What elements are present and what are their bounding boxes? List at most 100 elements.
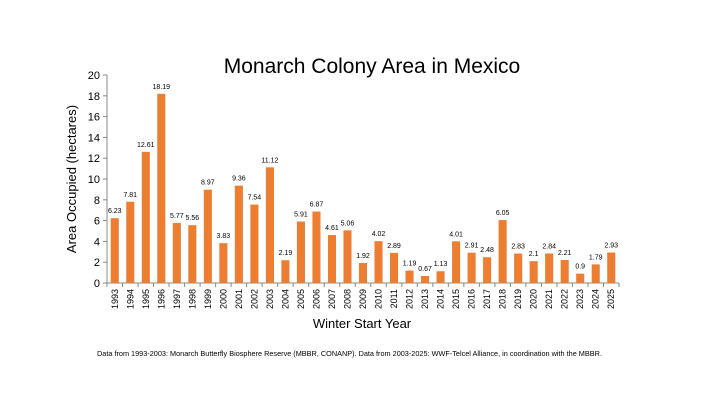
x-tick-label: 1997 — [172, 289, 182, 309]
bar-2017 — [483, 257, 492, 283]
bar-2018 — [498, 220, 507, 283]
data-label-2008: 5.06 — [341, 220, 355, 227]
bar-1999 — [203, 189, 212, 283]
bar-1997 — [172, 222, 181, 283]
bar-2008 — [343, 230, 352, 283]
y-tick-label: 8 — [94, 195, 100, 207]
x-tick-label: 2024 — [591, 289, 601, 309]
y-tick-label: 10 — [88, 174, 100, 186]
x-tick-label: 2010 — [374, 289, 384, 309]
y-tick-label: 18 — [88, 91, 100, 103]
y-tick-label: 14 — [88, 132, 100, 144]
data-label-1997: 5.77 — [170, 213, 184, 220]
bar-2011 — [389, 252, 399, 283]
data-label-2003: 11.12 — [261, 157, 278, 164]
data-label-2020: 2.1 — [529, 251, 539, 258]
x-tick-label: 1994 — [125, 289, 135, 309]
data-label-2014: 1.13 — [434, 261, 448, 268]
bars — [110, 93, 616, 283]
data-label-1998: 5.56 — [186, 215, 200, 222]
data-label-2022: 2.21 — [558, 250, 572, 257]
x-tick-label: 2020 — [529, 289, 539, 309]
x-tick-label: 2021 — [544, 289, 554, 309]
x-tick-label: 1999 — [203, 289, 213, 309]
x-tick-label: 2002 — [249, 289, 259, 309]
data-label-2019: 2.83 — [511, 244, 525, 251]
data-label-1999: 8.97 — [201, 180, 215, 187]
data-label-2025: 2.93 — [604, 243, 618, 250]
x-tick-label: 1998 — [187, 289, 197, 309]
bar-2012 — [405, 270, 414, 283]
bar-2002 — [250, 204, 259, 283]
bar-2019 — [514, 253, 523, 283]
bar-2006 — [312, 211, 321, 283]
y-tick-label: 2 — [94, 257, 100, 269]
bar-1993 — [110, 218, 119, 283]
bar-2005 — [296, 221, 305, 283]
x-tick-label: 2004 — [280, 289, 290, 309]
bar-2021 — [545, 253, 554, 283]
x-tick-label: 2023 — [575, 289, 585, 309]
x-tick-label: 2019 — [513, 289, 523, 309]
data-label-2018: 6.05 — [496, 210, 510, 217]
data-label-2001: 9.36 — [232, 176, 246, 183]
x-tick-label: 2013 — [420, 289, 430, 309]
data-label-2002: 7.54 — [248, 195, 262, 202]
data-label-2013: 0.67 — [418, 266, 432, 273]
bar-2015 — [452, 241, 461, 283]
x-tick-label: 2018 — [498, 289, 508, 309]
data-label-2016: 2.91 — [465, 243, 479, 250]
x-tick-label: 2005 — [296, 289, 306, 309]
y-tick-label: 6 — [94, 216, 100, 228]
chart-title: Monarch Colony Area in Mexico — [224, 55, 520, 78]
bar-2025 — [607, 252, 616, 283]
data-label-2007: 4.61 — [325, 225, 339, 232]
x-tick-label: 2015 — [451, 289, 461, 309]
x-axis-label: Winter Start Year — [313, 316, 412, 331]
bar-2000 — [219, 243, 228, 283]
bar-1994 — [126, 201, 135, 283]
y-tick-label: 4 — [94, 236, 100, 248]
data-label-1995: 12.61 — [137, 142, 155, 149]
bar-2020 — [529, 261, 538, 283]
data-label-1993: 6.23 — [108, 208, 122, 215]
data-label-2004: 2.19 — [279, 250, 293, 257]
x-tick-label: 2016 — [467, 289, 477, 309]
bar-1998 — [188, 225, 197, 283]
data-label-2009: 1.92 — [356, 253, 370, 260]
data-label-2000: 3.83 — [217, 233, 231, 240]
y-tick-label: 16 — [88, 112, 100, 124]
bar-2024 — [591, 264, 600, 283]
x-tick-label: 2000 — [218, 289, 228, 309]
x-tick-label: 2014 — [436, 289, 446, 309]
x-tick-label: 1993 — [110, 289, 120, 309]
x-tick-label: 2025 — [606, 289, 616, 309]
y-axis: 0 2 4 6 8 10 12 14 16 18 20 — [88, 70, 108, 290]
bar-2003 — [265, 167, 274, 283]
bar-2023 — [576, 273, 585, 283]
data-label-2023: 0.9 — [575, 264, 585, 271]
bar-2010 — [374, 241, 383, 283]
data-labels: 6.23 7.81 12.61 18.19 5.77 5.56 8.97 3.83 9.36 7.… — [108, 84, 618, 273]
data-label-1996: 18.19 — [153, 84, 171, 91]
x-tick-label: 2012 — [405, 289, 415, 309]
x-tick-label: 2003 — [265, 289, 275, 309]
x-tick-label: 1996 — [156, 289, 166, 309]
x-tick-label: 1995 — [141, 289, 151, 309]
bar-2014 — [436, 271, 445, 283]
x-tick-label: 2007 — [327, 289, 337, 309]
x-tick-label: 2022 — [560, 289, 570, 309]
bar-2022 — [560, 260, 569, 283]
bar-2007 — [327, 235, 337, 283]
y-tick-label: 12 — [88, 153, 100, 165]
data-label-2024: 1.79 — [589, 254, 603, 261]
bar-2016 — [467, 252, 476, 283]
x-tick-label: 2008 — [342, 289, 352, 309]
bar-2013 — [421, 276, 430, 283]
y-tick-label: 0 — [94, 278, 100, 290]
bar-2001 — [234, 185, 243, 283]
x-tick-label: 2001 — [234, 289, 244, 309]
data-label-2011: 2.89 — [387, 243, 401, 250]
x-axis: 1993 1994 1995 1996 1997 1998 1999 2000 2001 2002… — [106, 282, 620, 309]
